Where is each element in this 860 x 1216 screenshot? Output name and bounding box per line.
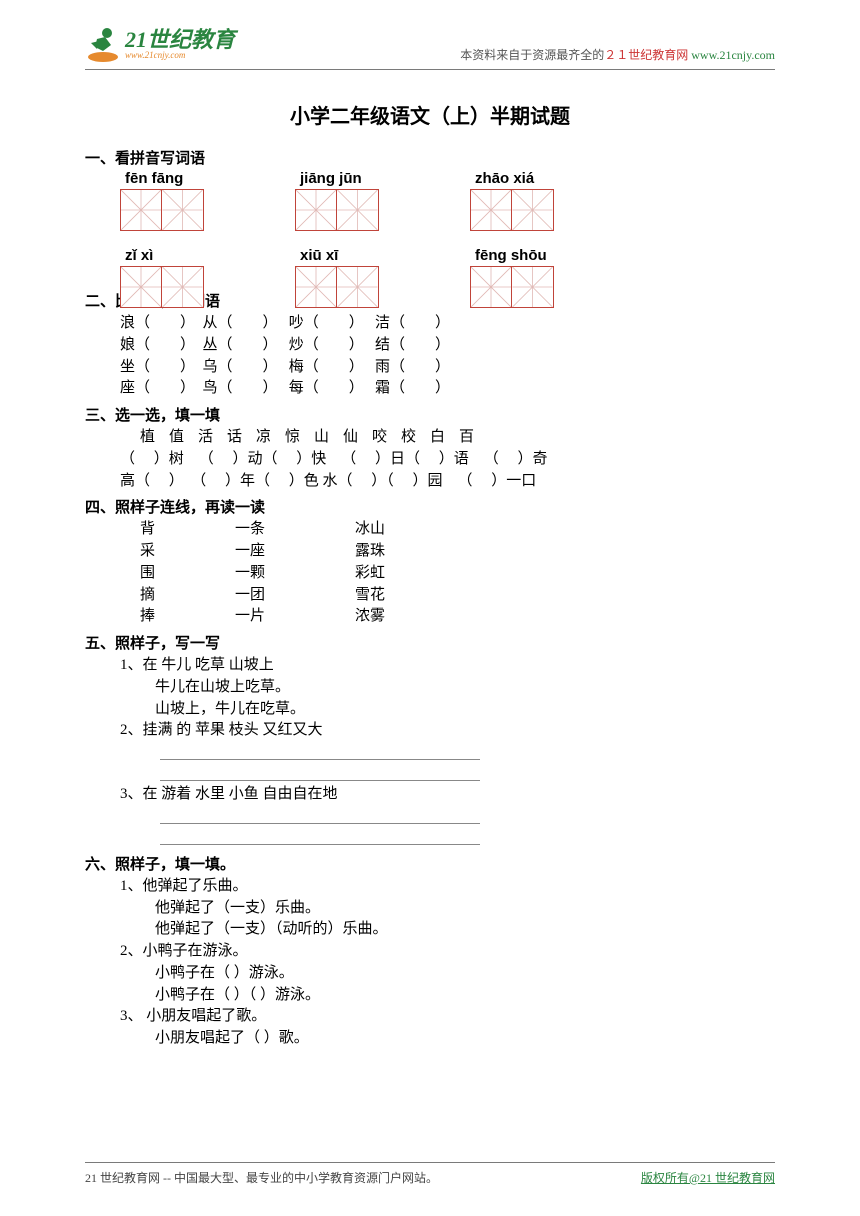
char-input-box[interactable] xyxy=(337,189,379,231)
char-box-group xyxy=(470,189,645,231)
q5-item-1: 1、在 牛儿 吃草 山坡上 xyxy=(120,655,775,677)
q2-line: 座（ ） 鸟（ ） 每（ ） 霜（ ） xyxy=(120,378,775,400)
footer-left: 21 世纪教育网 -- 中国最大型、最专业的中小学教育资源门户网站。 xyxy=(85,1169,438,1186)
q6-item-1: 1、他弹起了乐曲。 xyxy=(120,876,775,898)
answer-blank[interactable] xyxy=(160,763,480,781)
q4-cell: 露珠 xyxy=(355,541,385,563)
pinyin-label: zǐ xì xyxy=(125,247,300,264)
q4-cell: 采 xyxy=(140,541,235,563)
q6-item-3: 3、 小朋友唱起了歌。 xyxy=(120,1006,775,1028)
footer-right: 版权所有@21 世纪教育网 xyxy=(641,1169,775,1186)
char-box-group xyxy=(295,266,470,308)
q5-example: 牛儿在山坡上吃草。 xyxy=(155,677,775,699)
char-input-box[interactable] xyxy=(512,189,554,231)
char-box-group xyxy=(470,266,645,308)
logo: 21世纪教育 www.21cnjy.com xyxy=(85,25,235,63)
char-box-row-1 xyxy=(120,189,775,231)
char-input-box[interactable] xyxy=(470,266,512,308)
q4-cell: 一条 xyxy=(235,519,355,541)
q4-cell: 一颗 xyxy=(235,563,355,585)
q6-example: 小鸭子在（ ）（ ）游泳。 xyxy=(155,985,775,1007)
q4-cell: 摘 xyxy=(140,585,235,607)
q5-example: 山坡上，牛儿在吃草。 xyxy=(155,699,775,721)
logo-icon xyxy=(85,25,121,63)
q5-item-2: 2、挂满 的 苹果 枝头 又红又大 xyxy=(120,720,775,742)
q4-cell: 捧 xyxy=(140,606,235,628)
q4-row: 摘一团雪花 xyxy=(140,585,775,607)
page-footer: 21 世纪教育网 -- 中国最大型、最专业的中小学教育资源门户网站。 版权所有@… xyxy=(85,1162,775,1186)
q2-line: 娘（ ） 丛（ ） 炒（ ） 结（ ） xyxy=(120,335,775,357)
q3-line: （ ）树 （ ）动（ ）快 （ ）日（ ）语 （ ）奇 xyxy=(120,449,775,471)
q4-row: 采一座露珠 xyxy=(140,541,775,563)
char-input-box[interactable] xyxy=(337,266,379,308)
source-brand: ２１世纪教育网 xyxy=(604,48,688,62)
q6-example: 他弹起了（一支）（动听的）乐曲。 xyxy=(155,919,775,941)
char-box-group xyxy=(120,189,295,231)
q3-line: 高（ ） （ ）年（ ）色 水（ ）（ ）园 （ ）一口 xyxy=(120,471,775,493)
q3-title: 三、选一选，填一填 xyxy=(85,404,775,425)
pinyin-label: fēn fāng xyxy=(125,170,300,187)
q2-line: 浪（ ） 从（ ） 吵（ ） 洁（ ） xyxy=(120,313,775,335)
char-box-group xyxy=(295,189,470,231)
q4-cell: 彩虹 xyxy=(355,563,385,585)
char-input-box[interactable] xyxy=(295,266,337,308)
q5-item-3: 3、在 游着 水里 小鱼 自由自在地 xyxy=(120,784,775,806)
pinyin-label: xiū xī xyxy=(300,247,475,264)
q5-title: 五、照样子，写一写 xyxy=(85,632,775,653)
q3-chars: 植值活话凉惊山仙咬校白百 xyxy=(140,427,775,449)
pinyin-row-1: fēn fāng jiāng jūn zhāo xiá xyxy=(125,170,775,187)
q4-cell: 浓雾 xyxy=(355,606,385,628)
char-input-box[interactable] xyxy=(162,189,204,231)
q6-title: 六、照样子，填一填。 xyxy=(85,853,775,874)
q6-example: 他弹起了（一支）乐曲。 xyxy=(155,898,775,920)
char-input-box[interactable] xyxy=(120,266,162,308)
q6-example: 小朋友唱起了（ ）歌。 xyxy=(155,1028,775,1050)
q4-row: 背一条冰山 xyxy=(140,519,775,541)
logo-main-text: 21世纪教育 xyxy=(125,29,235,51)
header-source: 本资料来自于资源最齐全的２１世纪教育网 www.21cnjy.com xyxy=(460,26,775,63)
q1-title: 一、看拼音写词语 xyxy=(85,147,775,168)
q4-cell: 一座 xyxy=(235,541,355,563)
q4-row: 捧一片浓雾 xyxy=(140,606,775,628)
q6-item-2: 2、小鸭子在游泳。 xyxy=(120,941,775,963)
q4-row: 围一颗彩虹 xyxy=(140,563,775,585)
pinyin-label: jiāng jūn xyxy=(300,170,475,187)
page-header: 21世纪教育 www.21cnjy.com 本资料来自于资源最齐全的２１世纪教育… xyxy=(85,25,775,70)
source-prefix: 本资料来自于资源最齐全的 xyxy=(460,48,604,62)
logo-sub-text: www.21cnjy.com xyxy=(125,51,235,60)
char-input-box[interactable] xyxy=(295,189,337,231)
q2-line: 坐（ ） 乌（ ） 梅（ ） 雨（ ） xyxy=(120,357,775,379)
q4-cell: 雪花 xyxy=(355,585,385,607)
q4-title: 四、照样子连线，再读一读 xyxy=(85,496,775,517)
char-input-box[interactable] xyxy=(512,266,554,308)
footer-right-link: 21 世纪教育网 xyxy=(700,1171,775,1185)
answer-blank[interactable] xyxy=(160,742,480,760)
q4-cell: 背 xyxy=(140,519,235,541)
answer-blank[interactable] xyxy=(160,806,480,824)
pinyin-label: fēng shōu xyxy=(475,247,650,264)
char-input-box[interactable] xyxy=(470,189,512,231)
q4-cell: 围 xyxy=(140,563,235,585)
page-title: 小学二年级语文（上）半期试题 xyxy=(85,100,775,129)
q4-cell: 一片 xyxy=(235,606,355,628)
q4-cell: 冰山 xyxy=(355,519,385,541)
pinyin-row-2: zǐ xì xiū xī fēng shōu xyxy=(125,247,775,264)
char-input-box[interactable] xyxy=(120,189,162,231)
q6-example: 小鸭子在（ ）游泳。 xyxy=(155,963,775,985)
pinyin-label: zhāo xiá xyxy=(475,170,650,187)
source-link: www.21cnjy.com xyxy=(688,48,775,62)
footer-right-prefix: 版权所有@ xyxy=(641,1171,700,1185)
answer-blank[interactable] xyxy=(160,827,480,845)
char-input-box[interactable] xyxy=(162,266,204,308)
q4-cell: 一团 xyxy=(235,585,355,607)
